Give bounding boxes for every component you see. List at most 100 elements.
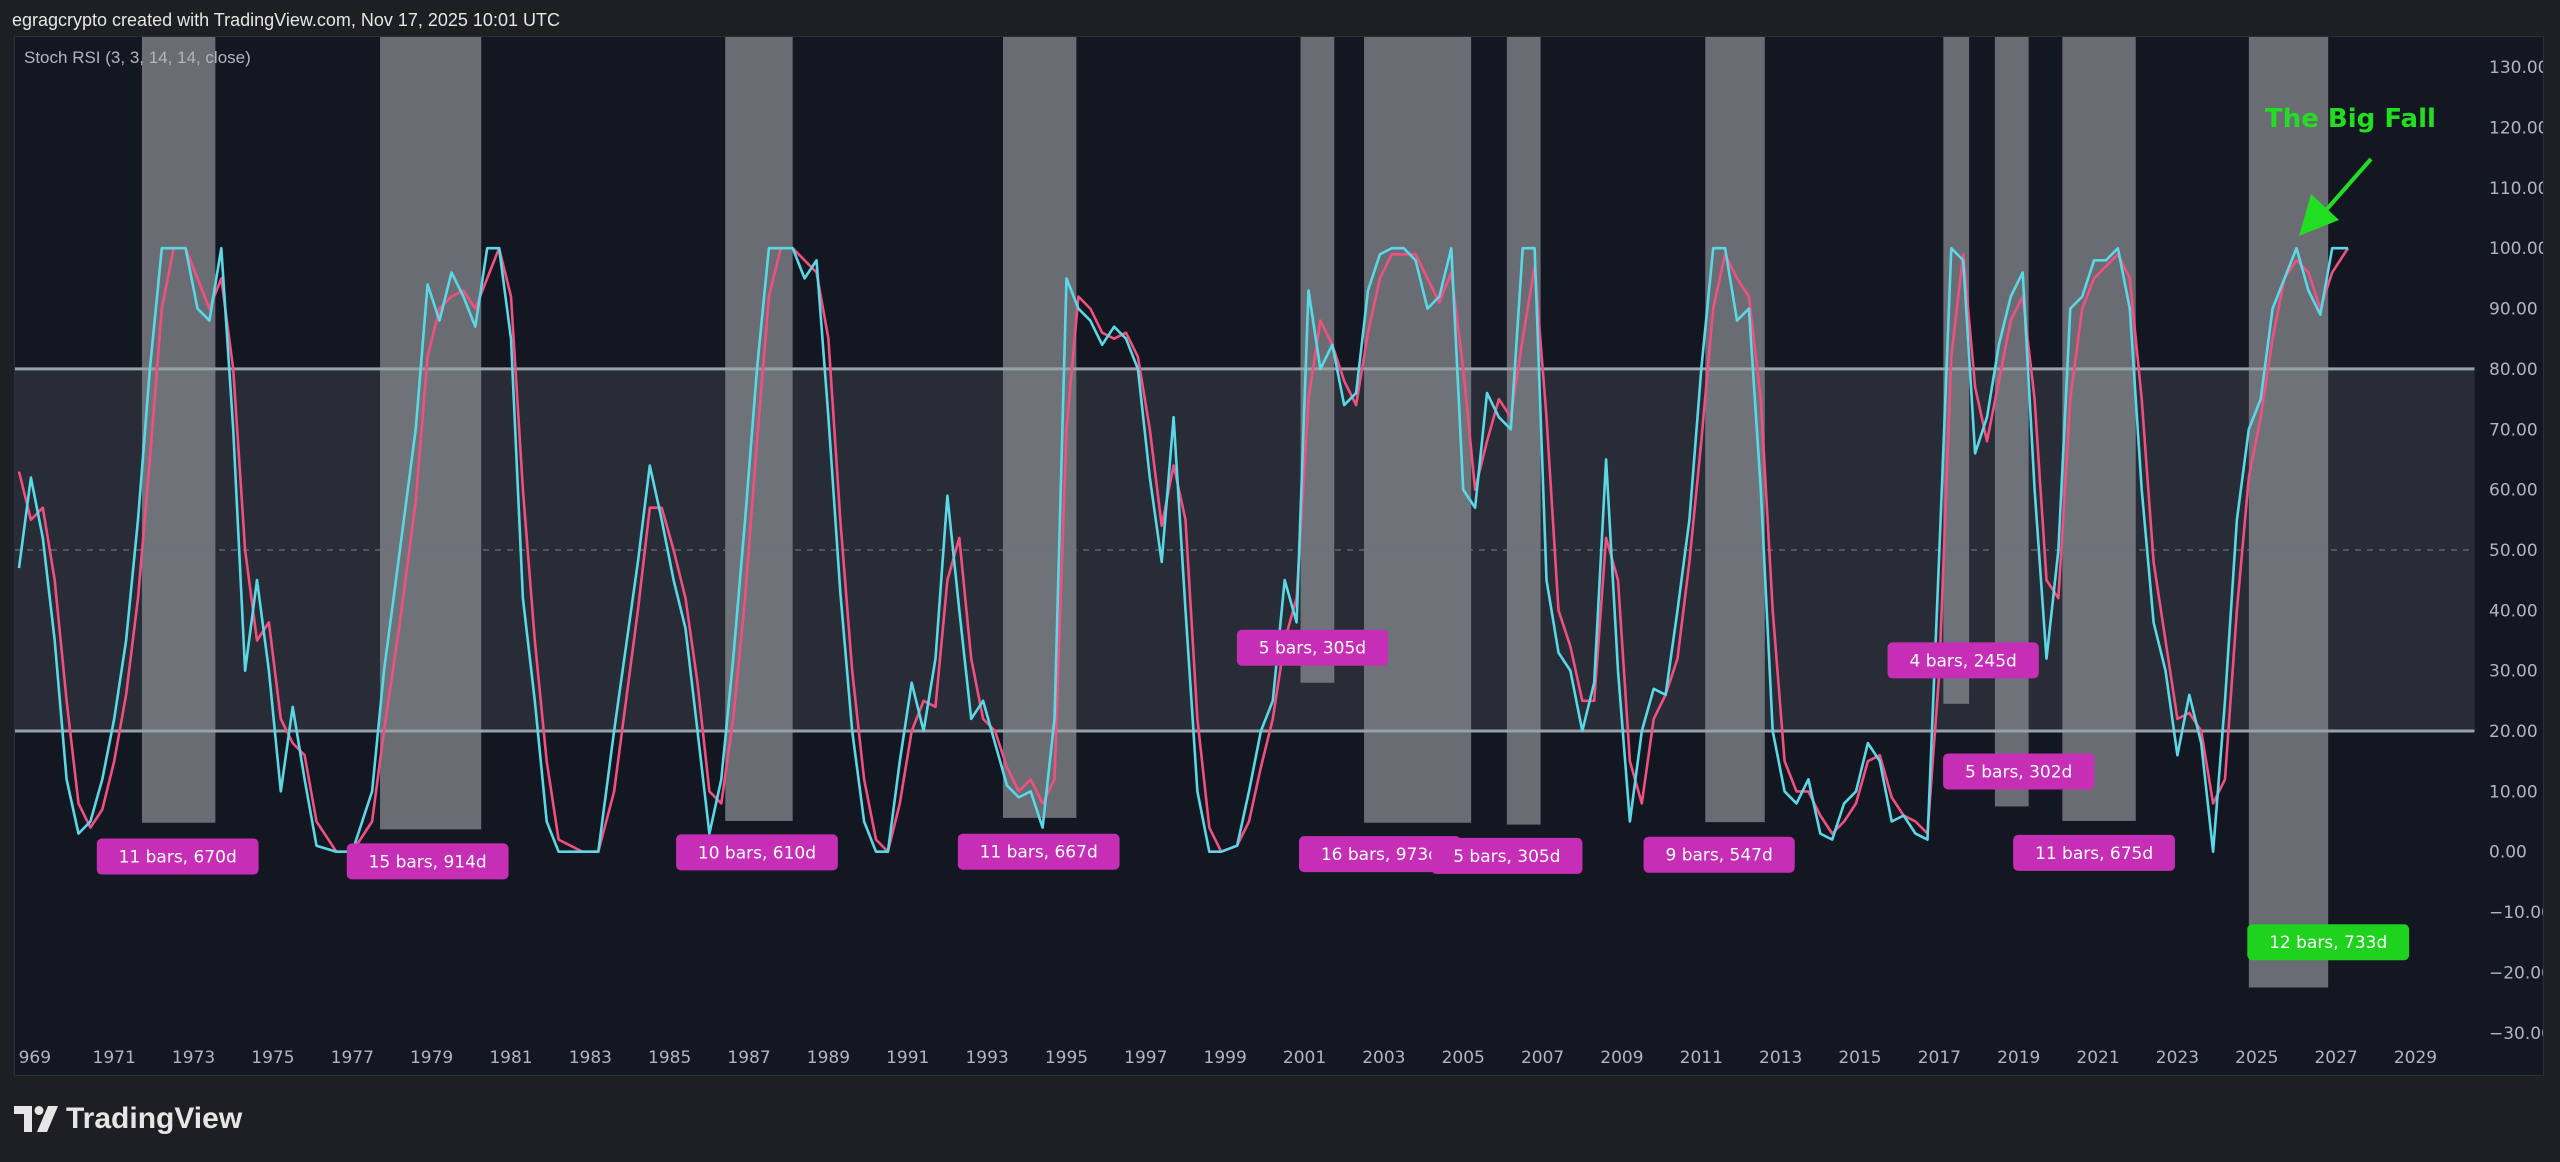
- measure-label-box: [2013, 834, 2175, 871]
- measure-label-box: [1643, 836, 1795, 873]
- highlight-zone-3: [1002, 37, 1077, 818]
- highlight-zone-11: [2248, 37, 2329, 988]
- x-tick-label: 2029: [2394, 1048, 2437, 1068]
- y-tick-label: 130.00: [2489, 58, 2543, 78]
- x-tick-label: 1999: [1204, 1048, 1247, 1068]
- y-tick-label: −10.00: [2489, 903, 2543, 923]
- annotation-text: The Big Fall: [2265, 104, 2436, 134]
- indicator-legend-label[interactable]: Stoch RSI (3, 3, 14, 14, close): [24, 48, 251, 67]
- x-tick-label: 2025: [2235, 1048, 2278, 1068]
- y-tick-label: −20.00: [2489, 963, 2543, 983]
- x-tick-label: 1973: [172, 1048, 215, 1068]
- measure-label-text: 16 bars, 973d: [1321, 845, 1439, 865]
- x-tick-label: 1971: [93, 1048, 136, 1068]
- measure-label-text: 5 bars, 302d: [1965, 762, 2072, 782]
- chart-pane[interactable]: 130.00 120.00 110.00 100.00 90.00 80.00 70.00 6…: [14, 36, 2544, 1076]
- x-tick-label: 969: [19, 1048, 51, 1068]
- measure-label-text: 10 bars, 610d: [698, 843, 816, 863]
- tradingview-logo-icon: [14, 1106, 58, 1132]
- x-tick-label: 2003: [1362, 1048, 1405, 1068]
- measure-label-box: [1236, 629, 1389, 666]
- measure-label: 5 bars, 305d: [1236, 629, 1389, 666]
- y-tick-label: 20.00: [2489, 722, 2538, 742]
- chart-credit-header: egragcrypto created with TradingView.com…: [12, 10, 560, 30]
- x-tick-label: 2011: [1680, 1048, 1723, 1068]
- measure-label-box: [2247, 924, 2410, 961]
- x-tick-label: 2001: [1283, 1048, 1326, 1068]
- measure-label-green: 12 bars, 733d: [2247, 924, 2410, 961]
- y-tick-label: 90.00: [2489, 300, 2538, 320]
- y-tick-label: 80.00: [2489, 360, 2538, 380]
- measure-label-text: 9 bars, 547d: [1665, 846, 1772, 866]
- x-tick-label: 1975: [251, 1048, 294, 1068]
- x-tick-label: 1991: [886, 1048, 929, 1068]
- x-tick-label: 1981: [489, 1048, 532, 1068]
- series-k-line: [17, 246, 2348, 854]
- x-tick-label: 1983: [569, 1048, 612, 1068]
- y-tick-label: 0.00: [2489, 843, 2527, 863]
- x-tick-label: 1985: [648, 1048, 691, 1068]
- measure-label-text: 11 bars, 667d: [980, 843, 1098, 863]
- y-tick-label: 10.00: [2489, 782, 2538, 802]
- measure-label-box: [676, 834, 838, 871]
- y-tick-label: 120.00: [2489, 119, 2543, 139]
- measure-label: 5 bars, 305d: [1431, 837, 1583, 874]
- measure-label-text: 11 bars, 670d: [119, 848, 237, 868]
- measure-label-text: 15 bars, 914d: [369, 852, 487, 872]
- x-tick-label: 1993: [965, 1048, 1008, 1068]
- measure-label-text: 5 bars, 305d: [1259, 639, 1366, 659]
- measure-label-box: [1299, 836, 1461, 873]
- x-tick-label: 2027: [2314, 1048, 2357, 1068]
- measure-label-box: [96, 838, 259, 875]
- measure-label: 15 bars, 914d: [346, 843, 509, 880]
- arrow-down-left-icon: [2299, 157, 2373, 236]
- measure-label: 11 bars, 667d: [957, 833, 1120, 870]
- measure-label: 10 bars, 610d: [676, 834, 838, 871]
- stoch-rsi-chart[interactable]: 130.00 120.00 110.00 100.00 90.00 80.00 70.00 6…: [15, 37, 2543, 1075]
- highlight-zone-10: [2062, 37, 2136, 821]
- y-tick-label: 60.00: [2489, 481, 2538, 501]
- measure-label: 11 bars, 675d: [2013, 834, 2175, 871]
- measure-label-text: 5 bars, 305d: [1453, 847, 1560, 867]
- highlight-zone-0: [141, 37, 216, 823]
- measure-label-box: [1431, 837, 1583, 874]
- y-tick-label: 40.00: [2489, 601, 2538, 621]
- y-tick-label: 110.00: [2489, 179, 2543, 199]
- x-tick-label: 2023: [2156, 1048, 2199, 1068]
- arrow-head: [2299, 194, 2339, 236]
- y-tick-label: −30.00: [2489, 1024, 2543, 1044]
- measure-label-text: 4 bars, 245d: [1909, 651, 2016, 671]
- highlight-zone-7: [1705, 37, 1765, 823]
- tradingview-brand-name: TradingView: [66, 1102, 243, 1135]
- measure-label: 9 bars, 547d: [1643, 836, 1795, 873]
- y-tick-label: 70.00: [2489, 420, 2538, 440]
- x-tick-label: 2009: [1600, 1048, 1643, 1068]
- x-tick-label: 1987: [727, 1048, 770, 1068]
- x-tick-label: 2019: [1997, 1048, 2040, 1068]
- highlight-zone-9: [1994, 37, 2029, 807]
- highlight-zone-6: [1506, 37, 1541, 825]
- tradingview-brand[interactable]: TradingView: [14, 1102, 242, 1136]
- x-tick-label: 2017: [1918, 1048, 1961, 1068]
- y-tick-label: 100.00: [2489, 239, 2543, 259]
- x-tick-label: 1977: [331, 1048, 374, 1068]
- highlight-zone-1: [380, 37, 482, 830]
- measure-label: 4 bars, 245d: [1887, 642, 2039, 679]
- x-tick-label: 2013: [1759, 1048, 1802, 1068]
- x-tick-label: 2015: [1838, 1048, 1881, 1068]
- x-tick-label: 2021: [2076, 1048, 2119, 1068]
- x-tick-label: 1989: [807, 1048, 850, 1068]
- x-tick-label: 1995: [1045, 1048, 1088, 1068]
- x-tick-label: 2007: [1521, 1048, 1564, 1068]
- y-tick-label: 30.00: [2489, 662, 2538, 682]
- x-tick-label: 1979: [410, 1048, 453, 1068]
- measure-label: 11 bars, 670d: [96, 838, 259, 875]
- x-tick-label: 2005: [1442, 1048, 1485, 1068]
- measure-label: 16 bars, 973d: [1299, 836, 1461, 873]
- measure-label-box: [1887, 642, 2039, 679]
- highlight-zone-5: [1364, 37, 1472, 823]
- measure-label-box: [957, 833, 1120, 870]
- measure-label-text: 11 bars, 675d: [2035, 844, 2153, 864]
- y-tick-label: 50.00: [2489, 541, 2538, 561]
- measure-label-box: [346, 843, 509, 880]
